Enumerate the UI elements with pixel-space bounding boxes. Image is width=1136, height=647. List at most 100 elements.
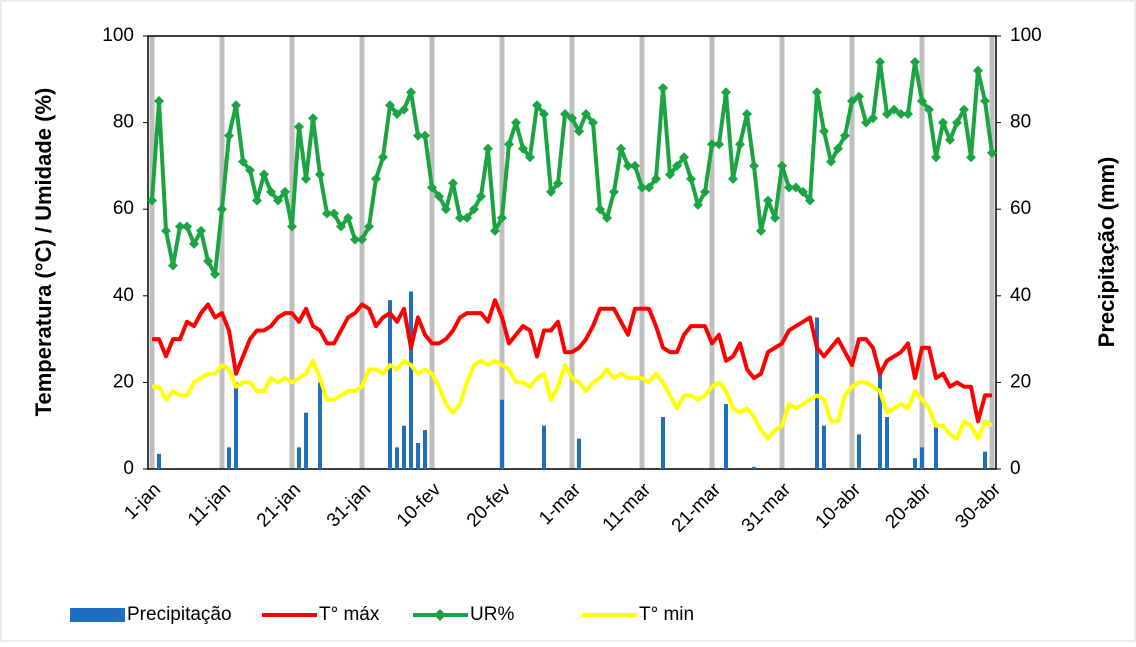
diamond-marker <box>175 221 185 232</box>
diamond-marker <box>917 95 927 106</box>
diamond-marker <box>406 87 416 98</box>
precip-bar <box>577 438 581 469</box>
diamond-marker <box>756 225 766 236</box>
diamond-marker <box>294 121 304 132</box>
diamond-marker <box>280 186 290 197</box>
precip-bar <box>542 425 546 469</box>
diamond-marker <box>588 117 598 128</box>
diamond-marker <box>714 139 724 150</box>
diamond-marker <box>903 108 913 119</box>
diamond-marker <box>791 182 801 193</box>
diamond-marker <box>364 221 374 232</box>
y-tick-label: 20 <box>113 371 134 392</box>
diamond-marker <box>980 95 990 106</box>
diamond-marker <box>959 104 969 115</box>
precip-bar <box>983 451 987 469</box>
precip-bar <box>388 300 392 469</box>
diamond-marker <box>315 169 325 180</box>
y2-axis-title: Precipitação (mm) <box>1094 157 1119 348</box>
diamond-marker <box>245 165 255 176</box>
diamond-marker <box>224 130 234 141</box>
precip-bar <box>318 382 322 469</box>
diamond-marker <box>784 182 794 193</box>
legend-label: T° min <box>639 604 694 625</box>
diamond-marker <box>616 143 626 154</box>
diamond-marker <box>392 108 402 119</box>
diamond-marker <box>399 104 409 115</box>
legend-label: UR% <box>470 604 514 625</box>
diamond-marker <box>574 126 584 137</box>
diamond-marker <box>168 260 178 271</box>
precip-bar <box>752 466 756 469</box>
diamond-marker <box>189 238 199 249</box>
y-tick-label: 0 <box>123 458 134 479</box>
diamond-marker <box>385 100 395 111</box>
y-tick-label: 40 <box>113 285 134 306</box>
line-1 <box>152 298 992 424</box>
diamond-marker <box>623 160 633 171</box>
diamond-marker <box>910 56 920 67</box>
precip-bar <box>157 453 161 469</box>
diamond-marker <box>665 169 675 180</box>
diamond-marker <box>441 204 451 215</box>
precip-bar <box>822 425 826 469</box>
diamond-marker <box>161 225 171 236</box>
diamond-marker <box>231 100 241 111</box>
precip-bar <box>934 425 938 469</box>
precip-bar <box>409 291 413 469</box>
y2-tick-label: 0 <box>1010 458 1021 479</box>
diamond-marker <box>658 82 668 93</box>
diamond-marker <box>203 256 213 267</box>
diamond-marker <box>735 139 745 150</box>
diamond-marker <box>504 139 514 150</box>
diamond-marker <box>882 108 892 119</box>
diamond-marker <box>154 95 164 106</box>
diamond-marker <box>217 204 227 215</box>
diamond-marker <box>329 208 339 219</box>
diamond-marker <box>378 152 388 163</box>
diamond-marker <box>343 212 353 223</box>
diamond-marker <box>812 87 822 98</box>
diamond-marker <box>308 113 318 124</box>
diamond-marker <box>777 160 787 171</box>
diamond-marker <box>854 91 864 102</box>
diamond-marker <box>742 108 752 119</box>
diamond-marker <box>672 160 682 171</box>
legend-swatch <box>70 608 125 622</box>
precip-bar <box>500 399 504 469</box>
diamond-marker <box>728 173 738 184</box>
diamond-marker <box>427 182 437 193</box>
y-tick-label: 80 <box>113 112 134 133</box>
y2-tick-label: 20 <box>1010 371 1031 392</box>
diamond-marker <box>847 95 857 106</box>
diamond-marker <box>679 152 689 163</box>
precip-bar <box>920 447 924 469</box>
diamond-marker <box>630 160 640 171</box>
diamond-marker <box>357 234 367 245</box>
diamond-marker <box>637 182 647 193</box>
diamond-marker <box>987 147 997 158</box>
diamond-marker <box>483 143 493 154</box>
diamond-marker <box>700 186 710 197</box>
diamond-marker <box>259 169 269 180</box>
legend-label: Precipitação <box>127 604 232 625</box>
diamond-marker <box>490 225 500 236</box>
diamond-marker <box>875 56 885 67</box>
plot-area <box>147 35 997 470</box>
diamond-marker <box>371 173 381 184</box>
diamond-marker <box>924 104 934 115</box>
y2-tick-label: 60 <box>1010 198 1031 219</box>
diamond-marker <box>497 212 507 223</box>
diamond-marker <box>196 225 206 236</box>
diamond-marker <box>707 139 717 150</box>
diamond-marker <box>644 182 654 193</box>
precip-bar <box>423 430 427 469</box>
diamond-marker <box>581 108 591 119</box>
diamond-marker <box>770 212 780 223</box>
diamond-marker <box>273 195 283 206</box>
diamond-marker <box>798 186 808 197</box>
y2-tick-label: 40 <box>1010 285 1031 306</box>
precip-bar <box>402 425 406 469</box>
y-tick-label: 60 <box>113 198 134 219</box>
